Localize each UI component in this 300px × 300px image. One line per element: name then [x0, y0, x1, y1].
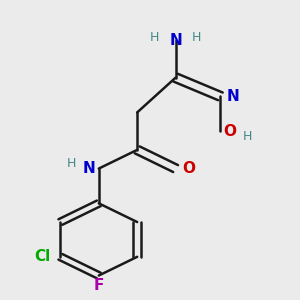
Text: H: H — [67, 157, 76, 170]
Text: Cl: Cl — [34, 249, 51, 264]
Text: H: H — [192, 31, 201, 44]
Text: H: H — [243, 130, 252, 143]
Text: F: F — [94, 278, 104, 293]
Text: O: O — [182, 161, 195, 176]
Text: N: N — [227, 89, 240, 104]
Text: H: H — [150, 31, 160, 44]
Text: O: O — [224, 124, 237, 139]
Text: N: N — [83, 161, 96, 176]
Text: N: N — [169, 33, 182, 48]
